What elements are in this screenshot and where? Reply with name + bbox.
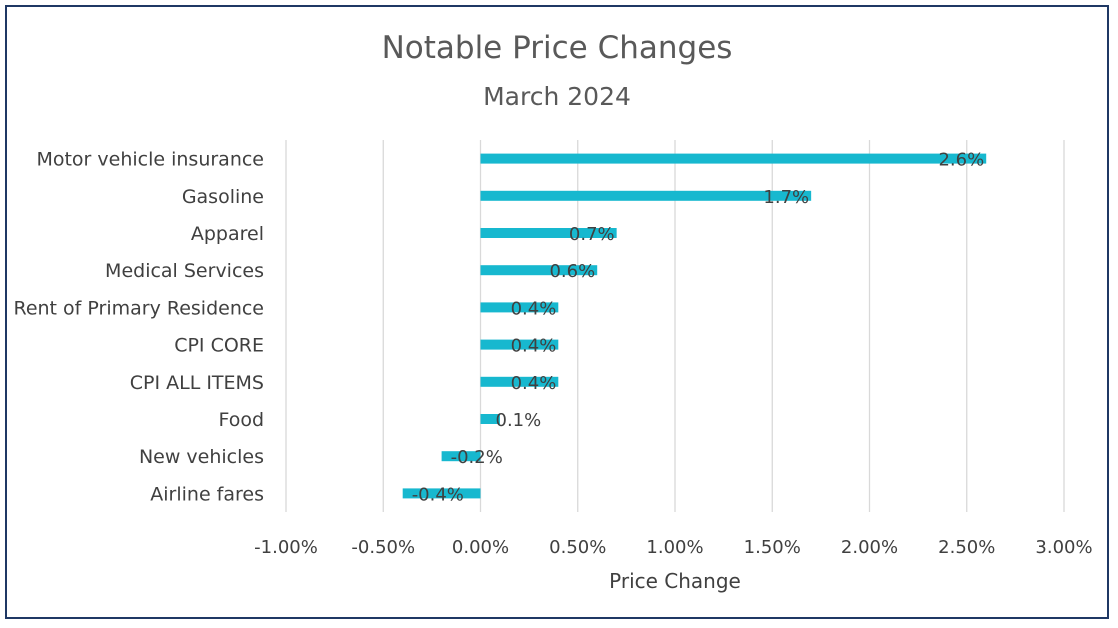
x-tick-label: 1.00%: [646, 537, 703, 558]
category-labels: Motor vehicle insurance Gasoline Apparel Me…: [13, 149, 264, 506]
data-label: 1.7%: [763, 187, 809, 208]
data-label: 0.6%: [549, 261, 595, 282]
bar: [480, 265, 598, 276]
bar: [441, 451, 481, 462]
category-label: New vehicles: [139, 446, 264, 468]
x-tick-label: 0.00%: [452, 537, 509, 558]
chart-title: Notable Price Changes: [381, 30, 733, 66]
data-label: 0.1%: [496, 410, 542, 431]
data-label: 2.6%: [938, 150, 984, 171]
bar: [480, 228, 617, 238]
x-tick-labels: -1.00% -0.50% 0.00% 0.50% 1.00% 1.50% 2.00% 2.5…: [254, 537, 1092, 558]
data-label: 0.4%: [511, 373, 557, 394]
x-tick-label: 0.50%: [549, 537, 606, 558]
x-tick-label: 2.50%: [938, 537, 995, 558]
category-label: Food: [218, 409, 264, 431]
chart-subtitle: March 2024: [483, 82, 631, 111]
bar: [480, 302, 559, 313]
bar: [480, 414, 500, 424]
gridlines: [285, 140, 1065, 512]
category-label: CPI CORE: [174, 335, 264, 357]
bar: [480, 153, 987, 164]
bar: [402, 488, 481, 499]
x-axis-title: Price Change: [609, 569, 741, 593]
x-tick-label: -0.50%: [351, 537, 415, 558]
bar: [480, 190, 812, 201]
bar: [480, 339, 559, 350]
x-tick-label: 1.50%: [744, 537, 801, 558]
data-label: -0.4%: [412, 484, 464, 505]
data-labels: 2.6% 1.7% 0.7% 0.6% 0.4% 0.4% 0.4% 0.1% -0.2% -0.…: [412, 150, 985, 506]
category-label: Motor vehicle insurance: [36, 149, 264, 171]
data-label: 0.4%: [511, 298, 557, 319]
x-tick-label: 2.00%: [841, 537, 898, 558]
bars: [402, 153, 987, 499]
category-label: Apparel: [191, 223, 264, 245]
bar: [480, 376, 559, 387]
data-label: -0.2%: [451, 447, 503, 468]
data-label: 0.4%: [511, 336, 557, 357]
category-label: Rent of Primary Residence: [13, 297, 264, 319]
x-tick-label: 3.00%: [1035, 537, 1092, 558]
x-tick-label: -1.00%: [254, 537, 318, 558]
category-label: CPI ALL ITEMS: [130, 372, 264, 394]
category-label: Gasoline: [182, 186, 264, 208]
category-label: Medical Services: [105, 260, 264, 282]
data-label: 0.7%: [569, 224, 615, 245]
category-label: Airline fares: [150, 483, 264, 505]
